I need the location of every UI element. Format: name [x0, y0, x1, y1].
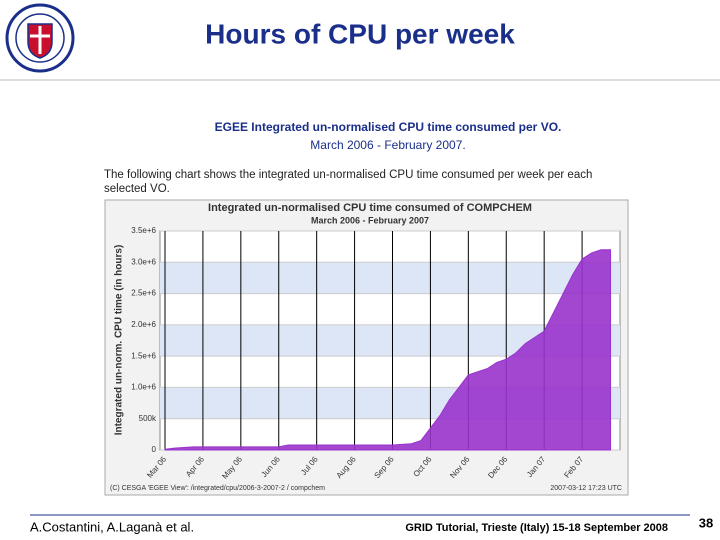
- logo: [5, 3, 75, 73]
- credit: (C) CESGA 'EGEE View': /integrated/cpu/2…: [110, 485, 325, 492]
- y-tick-label: 3.5e+6: [131, 226, 156, 235]
- description-box: The following chart shows the integrated…: [104, 169, 593, 195]
- grid-band: [160, 262, 620, 294]
- heading: EGEE Integrated un-normalised CPU time c…: [215, 120, 562, 134]
- y-tick-label: 1.5e+6: [131, 351, 156, 360]
- y-tick-label: 3.0e+6: [131, 257, 156, 266]
- y-tick-label: 2.5e+6: [131, 289, 156, 298]
- footer-authors: A.Costantini, A.Laganà et al.: [30, 519, 194, 534]
- chart-subtitle: March 2006 - February 2007: [311, 215, 429, 225]
- timestamp: 2007-03-12 17:23 UTC: [550, 485, 622, 492]
- y-tick-label: 500k: [139, 414, 157, 423]
- y-tick-label: 2.0e+6: [131, 320, 156, 329]
- y-axis-label: Integrated un-norm. CPU time (in hours): [114, 245, 125, 436]
- y-tick-label: 1.0e+6: [131, 383, 156, 392]
- slide-title: Hours of CPU per week: [205, 18, 515, 49]
- chart-title: Integrated un-normalised CPU time consum…: [208, 202, 532, 214]
- plot: 0 500k 1.0e+6 1.5e+6 2.0e+6 2.5e+6 3.0e+6 3.5e+…: [131, 226, 621, 481]
- y-tick-label: 0: [152, 445, 157, 454]
- description: The following chart shows the integrated…: [104, 169, 593, 195]
- period: March 2006 - February 2007.: [310, 138, 465, 152]
- footer-event: GRID Tutorial, Trieste (Italy) 15-18 Sep…: [405, 522, 668, 534]
- area: [164, 249, 612, 451]
- page-number: 38: [699, 515, 713, 530]
